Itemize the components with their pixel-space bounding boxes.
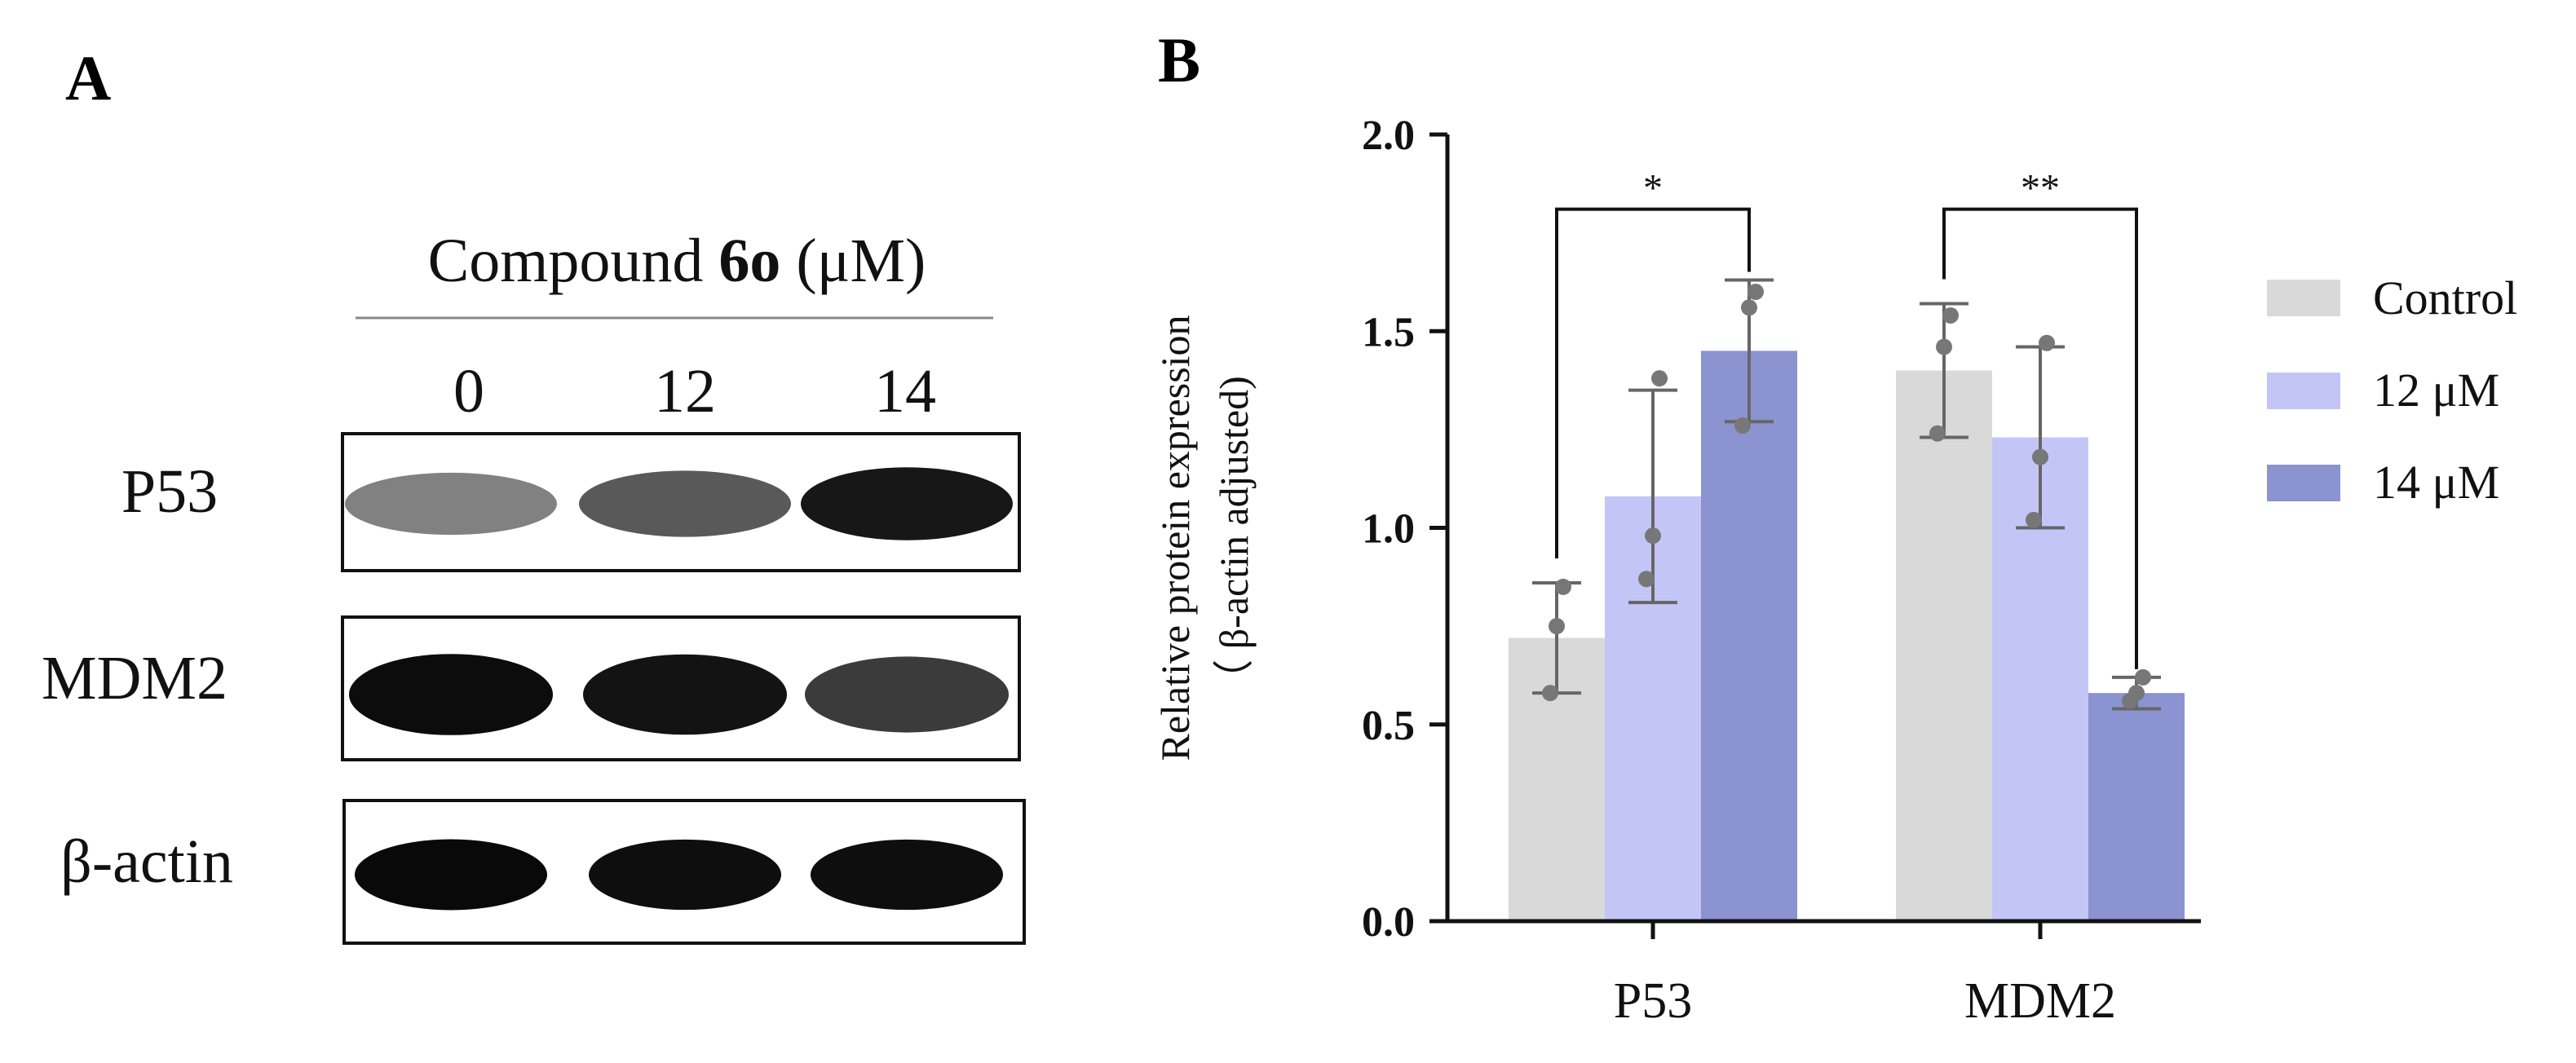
- data-point: [1555, 578, 1571, 595]
- data-point: [2135, 668, 2151, 686]
- data-point: [1638, 571, 1655, 588]
- protein-label: P53: [122, 457, 218, 526]
- blot-band: [801, 467, 1013, 540]
- data-point: [1734, 417, 1751, 434]
- data-point: [1936, 338, 1952, 355]
- blot-band: [811, 839, 1003, 911]
- legend-swatch-14um: [2267, 465, 2340, 501]
- data-point: [1549, 618, 1565, 635]
- legend-label: 14 μM: [2373, 456, 2499, 509]
- y-tick-label: 1.5: [1362, 309, 1415, 355]
- significance-label: *: [1643, 167, 1663, 210]
- data-point: [1748, 284, 1764, 300]
- blot-band: [355, 839, 547, 911]
- legend-swatch-12um: [2267, 373, 2340, 409]
- blot-band: [583, 654, 787, 735]
- legend-swatch-control: [2267, 280, 2340, 316]
- y-tick-label: 0.5: [1362, 703, 1415, 749]
- legend: Control 12 μM 14 μM: [2267, 271, 2517, 509]
- significance-bracket: [1555, 207, 1751, 559]
- data-point: [2039, 334, 2055, 351]
- protein-label: β-actin: [60, 827, 233, 896]
- data-point: [1651, 370, 1668, 387]
- data-point: [2128, 685, 2145, 702]
- lane-label: 14: [874, 357, 936, 426]
- bar: [2088, 693, 2185, 921]
- lane-label: 12: [654, 357, 716, 426]
- lane-label: 0: [453, 357, 484, 426]
- y-tick-label: 1.0: [1362, 506, 1415, 553]
- compound-header: Compound 6o (μM): [428, 227, 926, 295]
- x-tick-label: MDM2: [1964, 973, 2116, 1029]
- bar: [1701, 351, 1797, 921]
- data-point: [1741, 299, 1757, 316]
- blot-band: [349, 654, 553, 735]
- significance-bracket: [1942, 207, 2138, 669]
- bar: [1896, 370, 1992, 921]
- data-point: [2026, 511, 2042, 528]
- y-tick-label: 0.0: [1362, 899, 1415, 946]
- panel-b: B Relative protein expression （ β-actin …: [1152, 24, 2517, 1029]
- panel-a: A Compound 6o (μM) 0 12 14 P53 MDM2 β-ac…: [42, 42, 1026, 945]
- data-point: [1942, 307, 1959, 324]
- y-axis-label-line1: Relative protein expression: [1152, 315, 1198, 761]
- y-axis-label-line2: （ β-actin adjusted): [1211, 376, 1257, 700]
- y-tick-label: 2.0: [1362, 112, 1415, 159]
- data-point: [1929, 425, 1946, 442]
- x-tick-label: P53: [1614, 973, 1692, 1029]
- blot-band: [589, 839, 781, 911]
- band-group-p53: [345, 467, 1013, 540]
- band-group-actin: [355, 839, 1003, 911]
- legend-label: Control: [2373, 271, 2517, 324]
- data-point: [2032, 448, 2048, 465]
- data-point: [1542, 685, 1558, 702]
- panel-b-label: B: [1158, 24, 1200, 95]
- data-point: [1645, 527, 1661, 545]
- blot-band: [579, 470, 791, 537]
- blot-band: [805, 656, 1009, 733]
- legend-label: 12 μM: [2373, 364, 2499, 417]
- blot-band: [345, 472, 557, 536]
- protein-label: MDM2: [42, 644, 228, 712]
- band-group-mdm2: [349, 654, 1009, 735]
- significance-label: **: [2021, 167, 2060, 210]
- panel-a-label: A: [65, 42, 111, 113]
